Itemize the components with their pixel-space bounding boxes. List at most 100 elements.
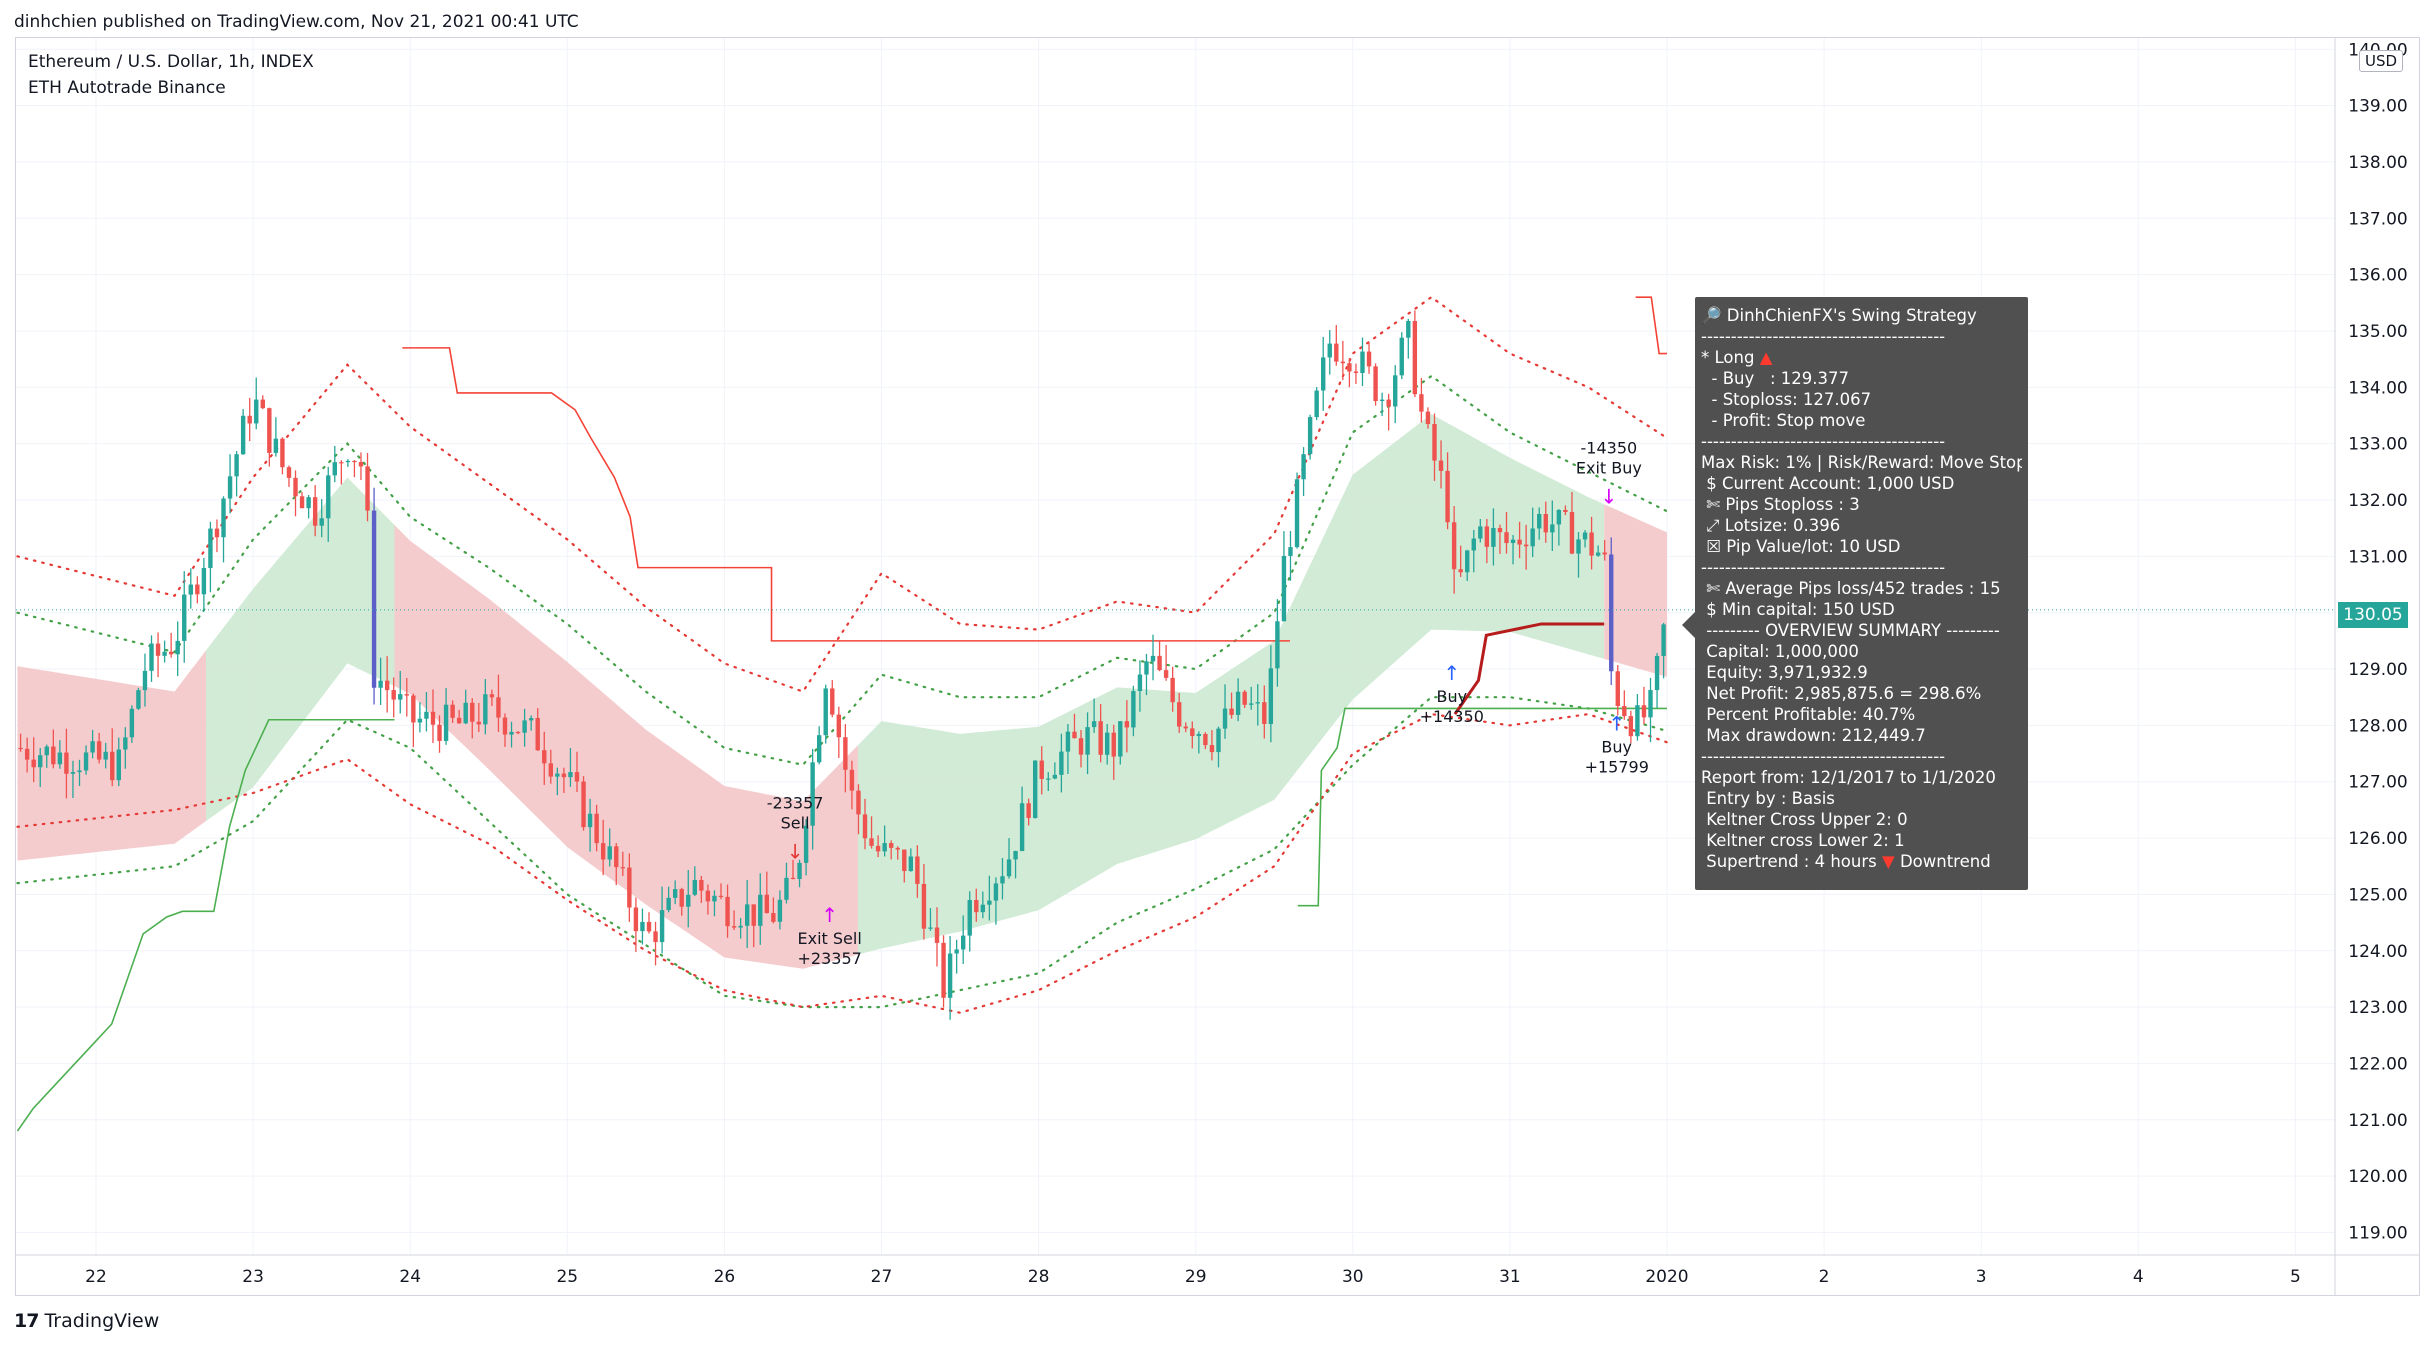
- candle-body: [1484, 526, 1490, 547]
- candle-body: [1111, 732, 1116, 757]
- candle-body: [777, 899, 783, 922]
- price-tick-label: 138.00: [2348, 153, 2407, 173]
- candle-body: [1451, 522, 1457, 570]
- candle-body: [1242, 691, 1247, 705]
- percent-profitable-line: Percent Profitable: 40.7%: [1701, 705, 1916, 724]
- equity-line: Equity: 3,971,932.9: [1701, 663, 1868, 682]
- candle-body: [731, 926, 737, 928]
- candle-body: [1288, 547, 1293, 556]
- chart-frame[interactable]: [15, 37, 2420, 1296]
- candle-body: [1170, 677, 1175, 703]
- account-line: $ Current Account: 1,000 USD: [1701, 474, 1955, 493]
- candle-body: [607, 846, 612, 860]
- candle-body: [672, 889, 678, 898]
- price-tick-label: 127.00: [2348, 773, 2407, 793]
- supertrend-up-line: [16, 718, 395, 1132]
- candle-body: [1537, 513, 1542, 529]
- time-tick-label: 27: [871, 1267, 893, 1287]
- candle-body: [1589, 532, 1594, 556]
- candle-body: [1301, 454, 1306, 480]
- candle-body: [1006, 859, 1012, 877]
- time-tick-label: 28: [1028, 1267, 1050, 1287]
- candle-body: [928, 927, 933, 929]
- candle-body: [149, 643, 154, 671]
- candle-body: [1609, 554, 1614, 672]
- candle-body: [1321, 357, 1326, 391]
- candle-body: [1019, 803, 1025, 852]
- panel-pointer: [1682, 612, 1695, 638]
- candle-body: [790, 877, 796, 880]
- candle-body: [463, 702, 468, 724]
- candle-body: [1032, 760, 1038, 819]
- indicator-name[interactable]: ETH Autotrade Binance: [28, 78, 226, 98]
- candle-body: [1654, 655, 1660, 691]
- candle-body: [509, 731, 514, 735]
- candle-body: [1523, 544, 1529, 547]
- candle-body: [31, 759, 36, 768]
- candle-body: [1419, 394, 1424, 412]
- candle-body: [1177, 702, 1182, 727]
- candle-body: [240, 415, 246, 455]
- price-tick-label: 132.00: [2348, 491, 2407, 511]
- signal-label: Sell: [781, 814, 810, 833]
- candle-body: [849, 769, 855, 791]
- candle-body: [456, 717, 462, 724]
- currency-badge[interactable]: USD: [2359, 50, 2404, 72]
- candle-body: [581, 781, 586, 828]
- candle-body: [1445, 470, 1450, 523]
- candle-body: [1379, 399, 1385, 402]
- candle-body: [908, 856, 914, 872]
- candle-body: [548, 763, 554, 777]
- candle-body: [1491, 527, 1496, 547]
- candle-body: [1294, 479, 1300, 548]
- stoploss-price: - Stoploss: 127.067: [1701, 390, 1872, 409]
- pip-value-line: ☒ Pip Value/lot: 10 USD: [1701, 537, 1901, 556]
- candle-body: [1157, 655, 1162, 671]
- symbol-title[interactable]: Ethereum / U.S. Dollar, 1h, INDEX: [28, 52, 314, 72]
- price-tick-label: 125.00: [2348, 885, 2407, 905]
- candle-body: [587, 813, 593, 828]
- candle-body: [1072, 731, 1077, 739]
- candle-body: [1373, 366, 1378, 402]
- price-tick-label: 139.00: [2348, 97, 2407, 117]
- candle-body: [751, 904, 756, 926]
- candle-body: [1235, 691, 1241, 715]
- time-tick-label: 29: [1185, 1267, 1207, 1287]
- candle-body: [993, 883, 999, 901]
- strategy-panel: 🔎 DinhChienFX's Swing Strategy ---------…: [1695, 297, 2028, 890]
- publish-info: dinhchien published on TradingView.com, …: [14, 12, 579, 32]
- supertrend-up-line: [1297, 707, 1667, 907]
- candle-body: [1393, 375, 1398, 407]
- candle-body: [44, 746, 49, 756]
- profit-mode: - Profit: Stop move: [1701, 411, 1866, 430]
- time-tick-label: 2: [1819, 1267, 1830, 1287]
- candle-body: [430, 711, 436, 725]
- candle-body: [234, 454, 239, 477]
- candle-body: [1438, 460, 1444, 471]
- candle-body: [784, 877, 789, 900]
- candle-body: [679, 889, 684, 907]
- candle-body: [1216, 728, 1221, 753]
- candle-body: [1406, 320, 1411, 338]
- candle-body: [1543, 513, 1548, 533]
- candle-body: [1281, 555, 1287, 622]
- candle-body: [371, 510, 377, 688]
- time-tick-label: 5: [2290, 1267, 2301, 1287]
- price-tick-label: 123.00: [2348, 998, 2407, 1018]
- time-tick-label: 3: [1976, 1267, 1987, 1287]
- candle-body: [286, 467, 292, 478]
- up-triangle-icon: ▲: [1759, 348, 1773, 367]
- avg-pips-loss-line: ✄ Average Pips loss/452 trades : 15: [1701, 579, 2001, 598]
- candle-body: [522, 720, 527, 733]
- time-tick-label: 30: [1342, 1267, 1364, 1287]
- candle-body: [862, 814, 868, 839]
- tradingview-brand: TradingView: [44, 1310, 160, 1332]
- candle-body: [555, 773, 560, 777]
- candle-body: [1203, 733, 1208, 746]
- candle-body: [1412, 320, 1418, 395]
- candle-body: [1000, 876, 1005, 884]
- panel-separator: ----------------------------------------…: [1701, 747, 1946, 766]
- tradingview-footer[interactable]: 17 TradingView: [14, 1310, 159, 1332]
- supertrend-state: Downtrend: [1899, 852, 1991, 871]
